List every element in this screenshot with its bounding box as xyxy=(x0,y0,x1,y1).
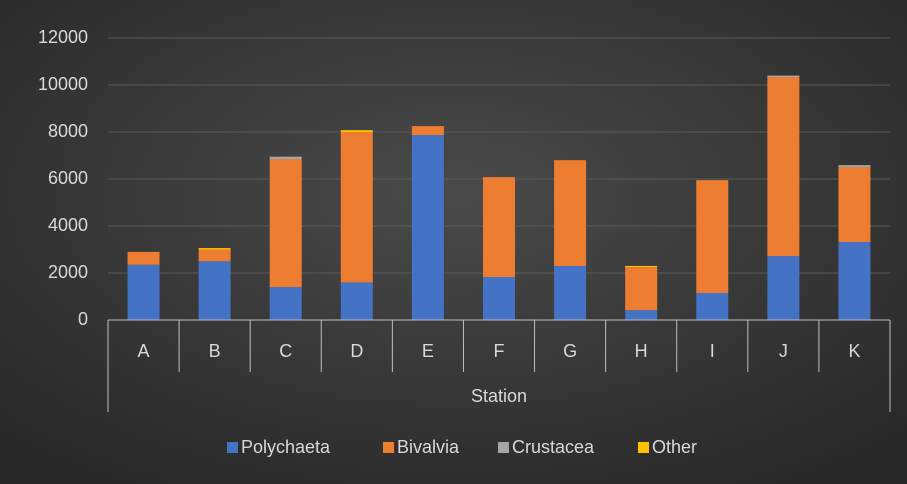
bar-segment xyxy=(696,180,729,293)
bar-segment xyxy=(696,292,729,320)
x-tick-label: F xyxy=(494,341,505,361)
x-tick-label: K xyxy=(848,341,860,361)
y-tick-label: 2000 xyxy=(48,262,88,282)
legend-label: Other xyxy=(652,437,697,457)
bar-segment xyxy=(625,265,658,268)
bar-segment xyxy=(411,135,444,320)
y-tick-label: 8000 xyxy=(48,121,88,141)
legend-label: Bivalvia xyxy=(397,437,460,457)
x-tick-label: B xyxy=(209,341,221,361)
bar-segment xyxy=(269,287,302,320)
y-tick-label: 6000 xyxy=(48,168,88,188)
bar-segment xyxy=(483,276,515,320)
bar-segment xyxy=(625,267,658,311)
bar-segment xyxy=(554,160,587,266)
x-axis-title: Station xyxy=(471,386,527,406)
bar-segment xyxy=(127,264,160,320)
x-tick-label: I xyxy=(710,341,715,361)
x-tick-label: E xyxy=(422,341,434,361)
y-tick-label: 12000 xyxy=(38,27,88,47)
bar-segment xyxy=(198,261,231,320)
y-tick-label: 10000 xyxy=(38,74,88,94)
x-tick-label: C xyxy=(279,341,292,361)
legend-label: Polychaeta xyxy=(241,437,331,457)
x-tick-label: A xyxy=(138,341,150,361)
bar-segment xyxy=(198,249,231,262)
bar-segment xyxy=(838,165,871,168)
bar-segment xyxy=(340,132,373,283)
bar-segment xyxy=(340,282,373,320)
x-tick-label: J xyxy=(779,341,788,361)
legend-swatch xyxy=(383,442,394,453)
legend-swatch xyxy=(638,442,649,453)
y-tick-label: 4000 xyxy=(48,215,88,235)
bar-segment xyxy=(625,310,658,320)
x-tick-label: D xyxy=(350,341,363,361)
bar-segment xyxy=(483,177,515,277)
x-tick-label: H xyxy=(635,341,648,361)
bar-segment xyxy=(411,126,444,136)
y-tick-label: 0 xyxy=(78,309,88,329)
x-tick-label: G xyxy=(563,341,577,361)
legend-swatch xyxy=(498,442,509,453)
bar-segment xyxy=(838,241,871,320)
bar-segment xyxy=(127,251,160,265)
bar-segment xyxy=(767,75,800,78)
bar-segment xyxy=(198,248,231,250)
legend-swatch xyxy=(227,442,238,453)
bar-segment xyxy=(767,77,800,257)
bar-segment xyxy=(554,265,587,320)
bar-segment xyxy=(340,130,373,132)
bar-segment xyxy=(838,167,871,242)
bar-segment xyxy=(269,159,302,288)
bar-segment xyxy=(767,256,800,320)
legend-label: Crustacea xyxy=(512,437,595,457)
bar-segment xyxy=(269,156,302,160)
